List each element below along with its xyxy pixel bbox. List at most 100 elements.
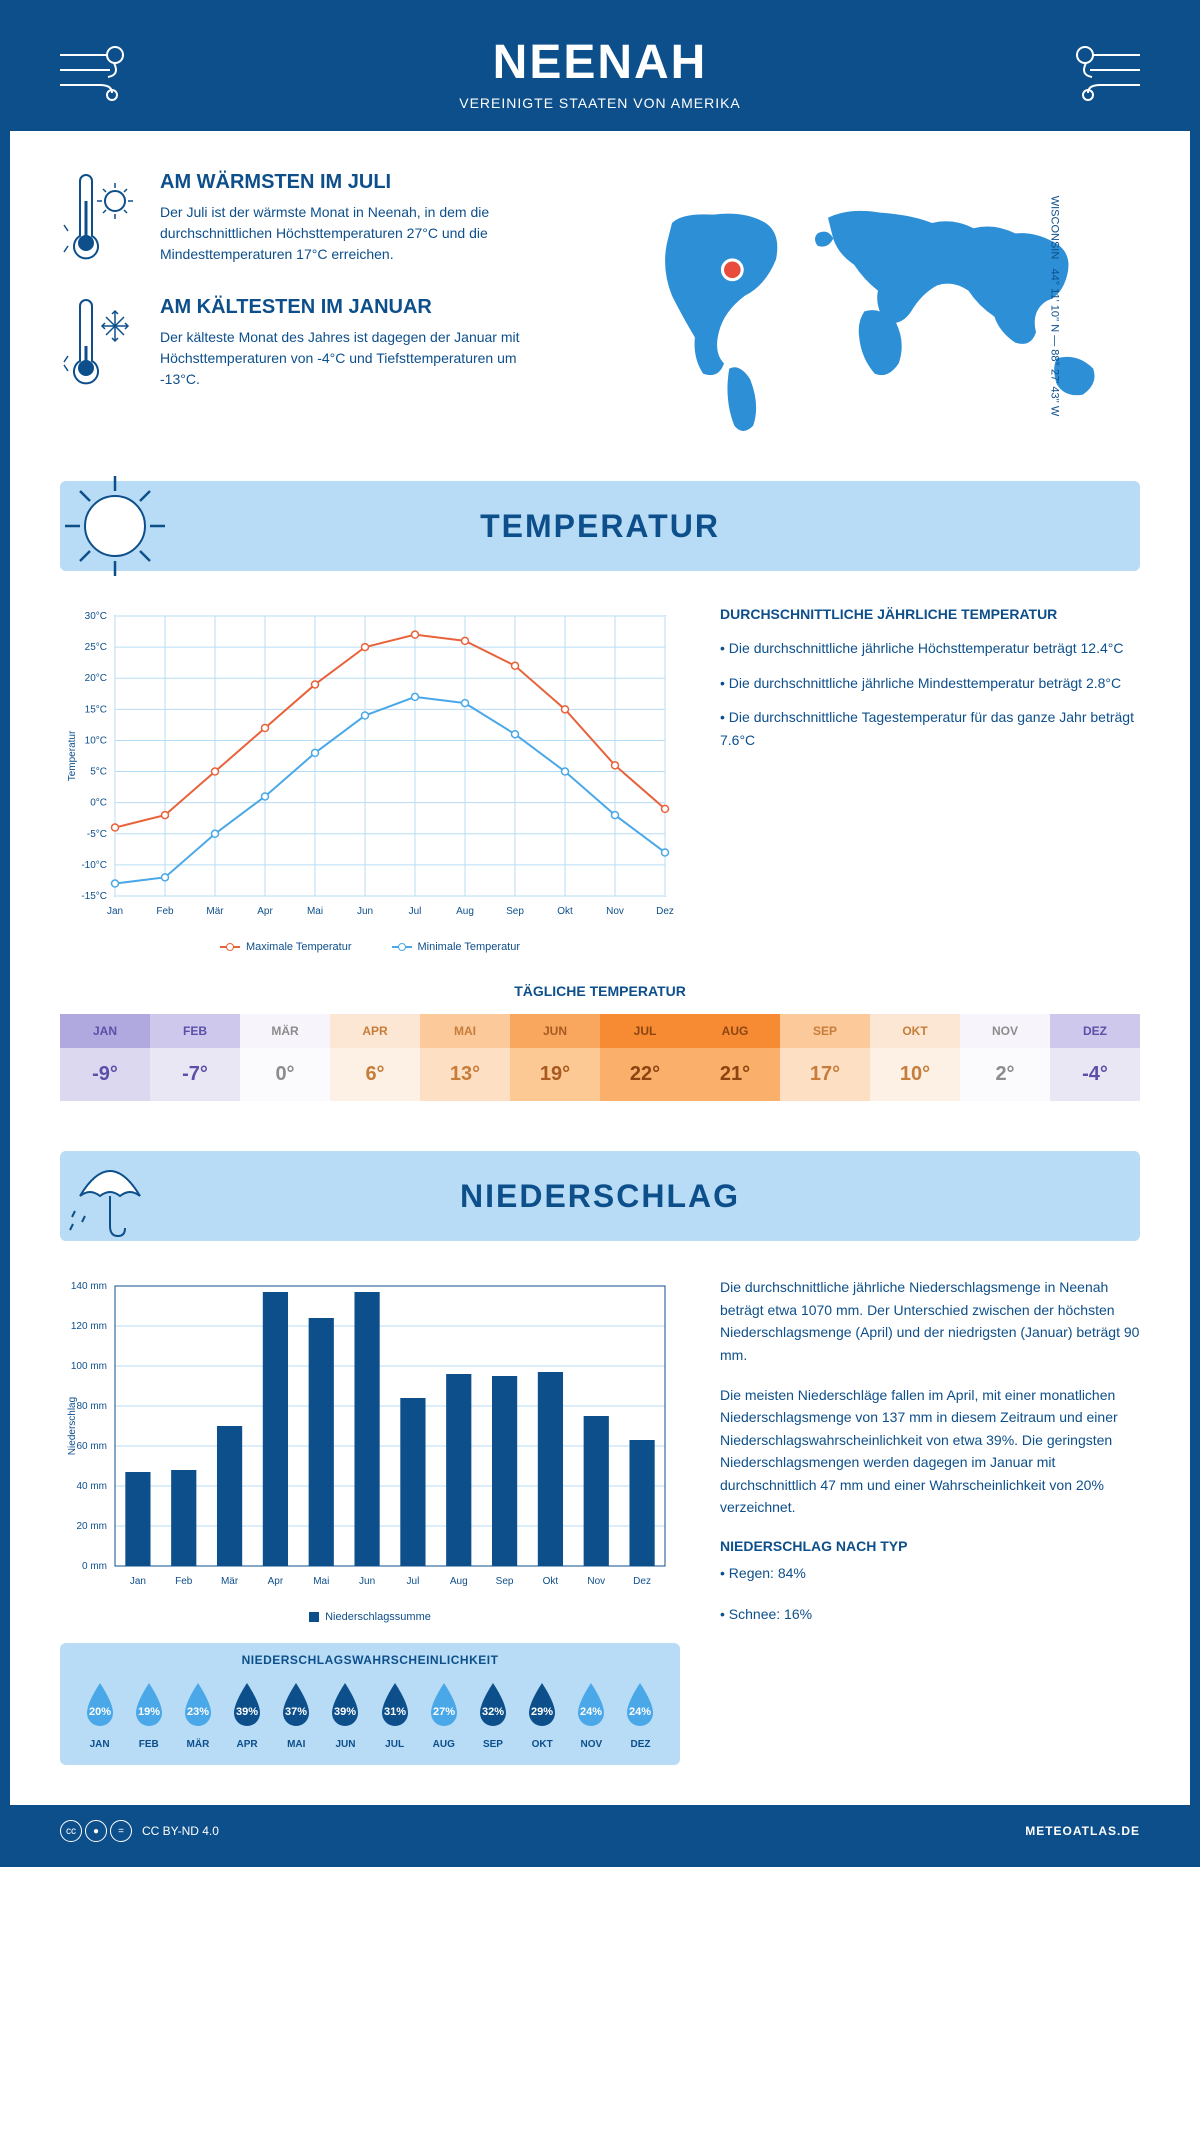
- svg-text:Niederschlag: Niederschlag: [67, 1397, 78, 1455]
- svg-text:32%: 32%: [482, 1706, 504, 1718]
- drop-item: 39% APR: [223, 1679, 272, 1750]
- footer: cc ● = CC BY-ND 4.0 METEOATLAS.DE: [10, 1805, 1190, 1857]
- svg-text:120 mm: 120 mm: [71, 1321, 107, 1332]
- temp-cell: SEP 17°: [780, 1014, 870, 1101]
- cold-block: AM KÄLTESTEN IM JANUAR Der kälteste Mona…: [60, 296, 580, 391]
- wind-icon: [50, 35, 140, 110]
- svg-text:24%: 24%: [580, 1706, 602, 1718]
- svg-text:19%: 19%: [138, 1706, 160, 1718]
- svg-text:25°C: 25°C: [85, 643, 107, 654]
- precip-probability: NIEDERSCHLAGSWAHRSCHEINLICHKEIT 20% JAN …: [60, 1643, 680, 1765]
- svg-text:40 mm: 40 mm: [76, 1481, 107, 1492]
- daily-temp-title: TÄGLICHE TEMPERATUR: [60, 983, 1140, 999]
- svg-text:Dez: Dez: [656, 906, 674, 917]
- svg-text:-10°C: -10°C: [81, 860, 107, 871]
- svg-text:Aug: Aug: [450, 1576, 468, 1587]
- svg-text:140 mm: 140 mm: [71, 1281, 107, 1292]
- svg-text:Mär: Mär: [221, 1576, 239, 1587]
- temp-info: DURCHSCHNITTLICHE JÄHRLICHE TEMPERATUR •…: [720, 606, 1140, 953]
- page-subtitle: VEREINIGTE STAATEN VON AMERIKA: [30, 95, 1170, 111]
- thermometer-sun-icon: [60, 171, 140, 266]
- svg-text:Aug: Aug: [456, 906, 474, 917]
- drop-item: 37% MAI: [272, 1679, 321, 1750]
- temp-cell: MÄR 0°: [240, 1014, 330, 1101]
- drop-item: 23% MÄR: [173, 1679, 222, 1750]
- svg-text:Jan: Jan: [107, 906, 123, 917]
- svg-text:Jan: Jan: [130, 1576, 146, 1587]
- temp-banner: TEMPERATUR: [60, 481, 1140, 571]
- svg-text:Jun: Jun: [359, 1576, 375, 1587]
- svg-text:30°C: 30°C: [85, 611, 107, 622]
- temp-cell: AUG 21°: [690, 1014, 780, 1101]
- svg-text:Okt: Okt: [557, 906, 573, 917]
- svg-text:Dez: Dez: [633, 1576, 651, 1587]
- svg-text:0°C: 0°C: [90, 798, 107, 809]
- svg-text:80 mm: 80 mm: [76, 1401, 107, 1412]
- svg-text:24%: 24%: [629, 1706, 651, 1718]
- warm-block: AM WÄRMSTEN IM JULI Der Juli ist der wär…: [60, 171, 580, 266]
- svg-text:10°C: 10°C: [85, 736, 107, 747]
- daily-temp-table: JAN -9° FEB -7° MÄR 0° APR 6° MAI 13° JU…: [60, 1014, 1140, 1101]
- drop-item: 31% JUL: [370, 1679, 419, 1750]
- temp-cell: APR 6°: [330, 1014, 420, 1101]
- site-name: METEOATLAS.DE: [1025, 1824, 1140, 1838]
- svg-text:Feb: Feb: [156, 906, 174, 917]
- drop-item: 20% JAN: [75, 1679, 124, 1750]
- svg-text:Jun: Jun: [357, 906, 373, 917]
- svg-text:Jul: Jul: [407, 1576, 420, 1587]
- svg-text:Sep: Sep: [496, 1576, 514, 1587]
- temp-cell: MAI 13°: [420, 1014, 510, 1101]
- temp-cell: JUL 22°: [600, 1014, 690, 1101]
- temp-cell: OKT 10°: [870, 1014, 960, 1101]
- svg-text:Nov: Nov: [587, 1576, 605, 1587]
- temp-cell: DEZ -4°: [1050, 1014, 1140, 1101]
- drop-item: 39% JUN: [321, 1679, 370, 1750]
- cold-title: AM KÄLTESTEN IM JANUAR: [160, 296, 520, 319]
- svg-text:Apr: Apr: [257, 906, 273, 917]
- svg-text:-15°C: -15°C: [81, 891, 107, 902]
- precip-info: Die durchschnittliche jährliche Niedersc…: [720, 1276, 1140, 1765]
- svg-text:100 mm: 100 mm: [71, 1361, 107, 1372]
- drop-item: 29% OKT: [518, 1679, 567, 1750]
- svg-text:Mär: Mär: [206, 906, 224, 917]
- drop-item: 24% NOV: [567, 1679, 616, 1750]
- svg-text:23%: 23%: [187, 1706, 209, 1718]
- precip-chart: 0 mm20 mm40 mm60 mm80 mm100 mm120 mm140 …: [60, 1276, 680, 1623]
- cold-text: Der kälteste Monat des Jahres ist dagege…: [160, 327, 520, 390]
- wind-icon: [1060, 35, 1150, 110]
- temp-cell: NOV 2°: [960, 1014, 1050, 1101]
- temperature-chart: -15°C-10°C-5°C0°C5°C10°C15°C20°C25°C30°C…: [60, 606, 680, 953]
- thermometer-snow-icon: [60, 296, 140, 391]
- svg-text:15°C: 15°C: [85, 705, 107, 716]
- svg-text:Mai: Mai: [313, 1576, 329, 1587]
- svg-text:27%: 27%: [433, 1706, 455, 1718]
- license-text: CC BY-ND 4.0: [142, 1824, 219, 1838]
- drop-item: 27% AUG: [419, 1679, 468, 1750]
- warm-title: AM WÄRMSTEN IM JULI: [160, 171, 520, 194]
- world-map: WISCONSIN 44° 11' 10'' N — 88° 27' 43'' …: [620, 171, 1140, 441]
- umbrella-icon: [55, 1136, 165, 1251]
- svg-text:39%: 39%: [236, 1706, 258, 1718]
- cc-icons: cc ● =: [60, 1820, 132, 1842]
- page-title: NEENAH: [30, 35, 1170, 90]
- svg-text:Apr: Apr: [268, 1576, 284, 1587]
- svg-text:Okt: Okt: [543, 1576, 559, 1587]
- svg-text:39%: 39%: [334, 1706, 356, 1718]
- svg-text:Temperatur: Temperatur: [67, 730, 78, 781]
- temp-cell: JAN -9°: [60, 1014, 150, 1101]
- temp-cell: FEB -7°: [150, 1014, 240, 1101]
- svg-text:5°C: 5°C: [90, 767, 107, 778]
- precip-banner: NIEDERSCHLAG: [60, 1151, 1140, 1241]
- svg-text:Sep: Sep: [506, 906, 524, 917]
- svg-text:20 mm: 20 mm: [76, 1521, 107, 1532]
- sun-icon: [55, 466, 175, 591]
- svg-text:Nov: Nov: [606, 906, 624, 917]
- svg-text:Feb: Feb: [175, 1576, 193, 1587]
- svg-text:Mai: Mai: [307, 906, 323, 917]
- svg-text:60 mm: 60 mm: [76, 1441, 107, 1452]
- drop-item: 32% SEP: [468, 1679, 517, 1750]
- warm-text: Der Juli ist der wärmste Monat in Neenah…: [160, 202, 520, 265]
- svg-text:-5°C: -5°C: [87, 829, 107, 840]
- header: NEENAH VEREINIGTE STAATEN VON AMERIKA: [10, 10, 1190, 131]
- drop-item: 19% FEB: [124, 1679, 173, 1750]
